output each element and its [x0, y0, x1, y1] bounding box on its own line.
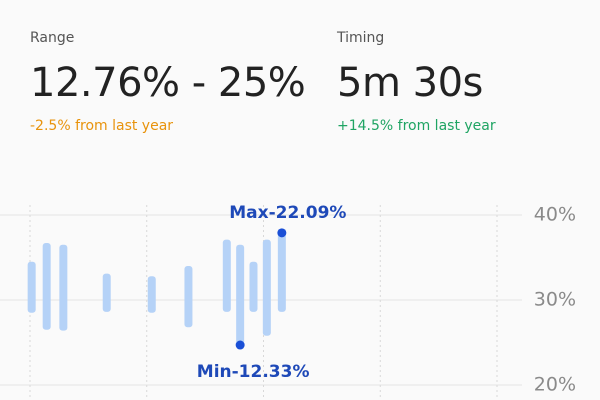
stat-label: Timing: [337, 30, 385, 46]
min-point: [235, 340, 245, 350]
y-tick-label: 20%: [534, 374, 576, 396]
range-bar: [147, 276, 156, 313]
stat-value: 5m 30s: [337, 60, 483, 106]
range-bar: [27, 261, 36, 313]
stat-change: +14.5% from last year: [337, 118, 496, 134]
range-bar: [222, 239, 231, 312]
max-point: [277, 228, 287, 238]
stat-range: Range 12.76% - 25% -2.5% from last year: [30, 30, 306, 134]
stat-value: 12.76% - 25%: [30, 60, 306, 106]
y-tick-label: 40%: [534, 204, 576, 226]
range-bar: [277, 232, 286, 312]
range-bar: [102, 273, 111, 312]
range-bar: [184, 266, 193, 328]
stat-timing: Timing 5m 30s +14.5% from last year: [337, 30, 496, 134]
range-bar: [59, 244, 68, 331]
min-annotation: Min-12.33%: [197, 362, 310, 382]
stat-label: Range: [30, 30, 75, 46]
y-tick-label: 30%: [534, 289, 576, 311]
range-bar: [249, 261, 258, 312]
max-annotation: Max-22.09%: [229, 203, 346, 223]
stat-change: -2.5% from last year: [30, 118, 174, 134]
range-bar: [236, 244, 245, 346]
range-bar: [262, 239, 271, 336]
range-bar: [42, 243, 51, 330]
